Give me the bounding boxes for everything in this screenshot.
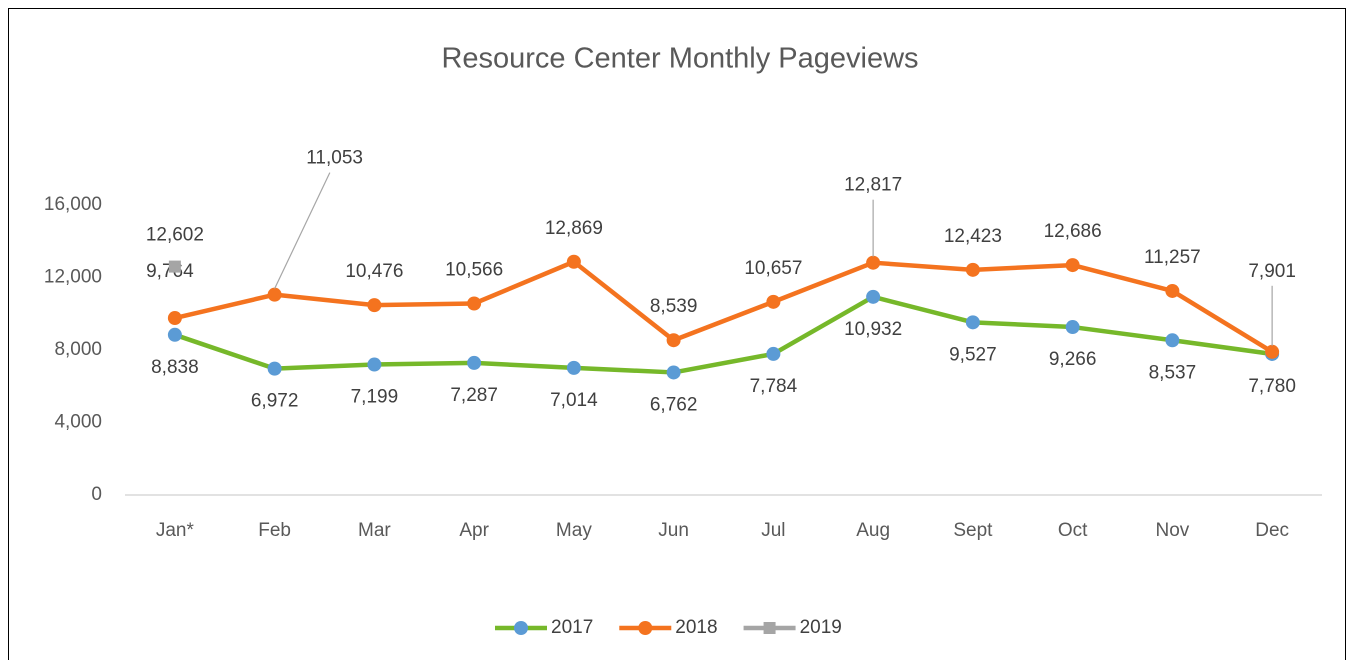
legend-marker bbox=[514, 621, 528, 635]
y-tick-label: 4,000 bbox=[54, 412, 102, 433]
marker bbox=[1165, 283, 1180, 298]
marker bbox=[566, 254, 581, 269]
x-tick-label: Oct bbox=[1058, 520, 1088, 541]
marker bbox=[267, 287, 282, 302]
series-line bbox=[174, 259, 1274, 354]
data-label: 7,780 bbox=[1248, 376, 1296, 397]
data-label: 7,014 bbox=[550, 390, 598, 411]
data-label: 6,762 bbox=[650, 394, 698, 415]
x-tick-label: Jul bbox=[761, 520, 785, 541]
data-label: 8,539 bbox=[650, 296, 698, 317]
data-label: 8,838 bbox=[151, 357, 199, 378]
marker bbox=[766, 346, 781, 361]
legend-label: 2019 bbox=[800, 617, 842, 638]
series-line bbox=[174, 294, 1273, 375]
data-label: 12,686 bbox=[1044, 221, 1102, 242]
marker bbox=[666, 365, 681, 380]
chart-title: Resource Center Monthly Pageviews bbox=[441, 43, 918, 75]
marker bbox=[1165, 333, 1180, 348]
marker bbox=[467, 355, 482, 370]
legend-marker bbox=[638, 621, 653, 635]
data-label: 7,199 bbox=[351, 387, 399, 408]
marker bbox=[167, 311, 182, 326]
y-tick-label: 8,000 bbox=[54, 339, 102, 360]
marker bbox=[367, 298, 382, 313]
data-label: 10,932 bbox=[844, 319, 902, 340]
data-label: 8,537 bbox=[1149, 362, 1197, 383]
data-label: 12,602 bbox=[146, 225, 204, 246]
data-label: 10,657 bbox=[744, 258, 802, 279]
marker bbox=[168, 260, 181, 273]
x-tick-label: Jun bbox=[658, 520, 689, 541]
marker bbox=[1065, 258, 1080, 273]
x-tick-label: Aug bbox=[856, 520, 890, 541]
data-label: 7,287 bbox=[450, 385, 498, 406]
marker bbox=[467, 296, 482, 311]
x-tick-label: Nov bbox=[1155, 520, 1189, 541]
data-label: 6,972 bbox=[251, 391, 299, 412]
x-tick-label: Sept bbox=[953, 520, 993, 541]
data-label: 12,817 bbox=[844, 175, 902, 196]
x-tick-label: Dec bbox=[1255, 520, 1289, 541]
data-label: 9,266 bbox=[1049, 349, 1097, 370]
data-label: 10,566 bbox=[445, 260, 503, 281]
data-label: 9,527 bbox=[949, 344, 997, 365]
data-label: 12,869 bbox=[545, 218, 603, 239]
marker bbox=[1065, 320, 1080, 335]
data-label: 12,423 bbox=[944, 226, 1002, 247]
marker bbox=[566, 360, 581, 375]
x-tick-label: Feb bbox=[258, 520, 291, 541]
marker bbox=[965, 262, 980, 277]
marker bbox=[866, 289, 881, 304]
x-tick-label: Jan* bbox=[156, 520, 195, 541]
y-tick-label: 0 bbox=[91, 484, 102, 505]
data-label: 11,257 bbox=[1144, 247, 1201, 268]
data-label: 10,476 bbox=[345, 261, 403, 282]
x-tick-label: May bbox=[556, 520, 592, 541]
marker bbox=[965, 315, 980, 330]
marker bbox=[766, 294, 781, 309]
marker bbox=[666, 333, 681, 348]
y-tick-label: 12,000 bbox=[44, 267, 102, 288]
leader-line bbox=[274, 172, 331, 289]
legend-label: 2017 bbox=[551, 617, 593, 638]
data-label: 7,784 bbox=[750, 376, 798, 397]
marker bbox=[1265, 344, 1280, 359]
marker bbox=[367, 357, 382, 372]
legend-label: 2018 bbox=[675, 617, 717, 638]
marker bbox=[167, 327, 182, 342]
legend-marker bbox=[763, 622, 776, 634]
marker bbox=[866, 255, 881, 270]
y-tick-label: 16,000 bbox=[44, 194, 102, 215]
data-label: 11,053 bbox=[306, 148, 363, 169]
marker bbox=[267, 361, 282, 376]
data-label: 7,901 bbox=[1248, 261, 1296, 282]
x-tick-label: Mar bbox=[358, 520, 391, 541]
x-tick-label: Apr bbox=[459, 520, 489, 541]
